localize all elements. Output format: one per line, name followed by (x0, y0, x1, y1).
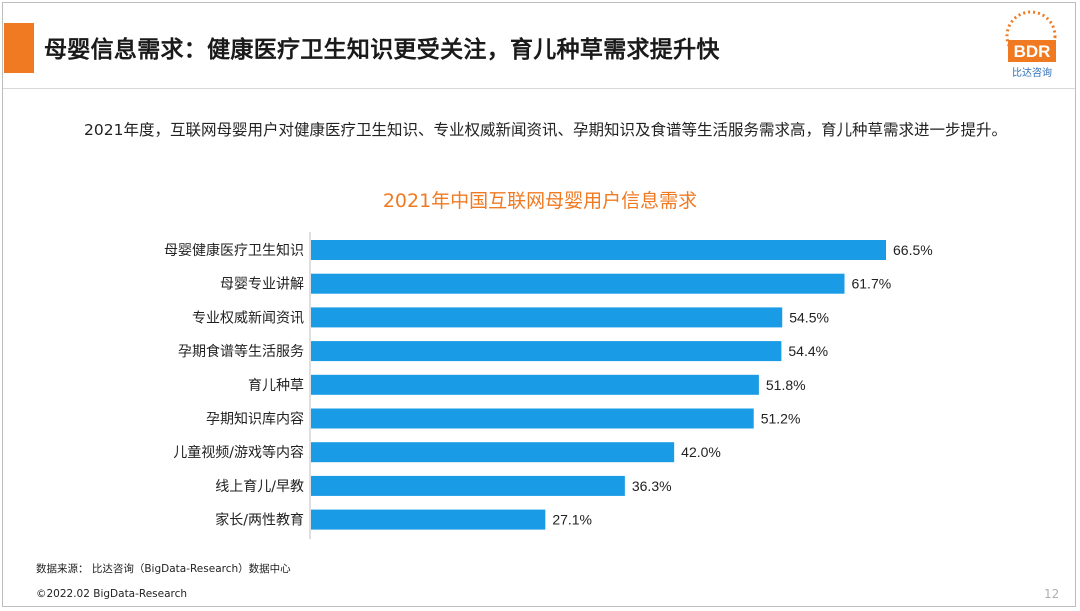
bar (311, 273, 845, 294)
logo-text: BDR (1014, 42, 1051, 61)
bar (311, 509, 546, 530)
logo-badge (1008, 40, 1056, 62)
logo-dot-ring (1005, 10, 1057, 62)
category-label: 孕期食谱等生活服务 (178, 343, 304, 360)
chart-title: 2021年中国互联网母婴用户信息需求 (382, 190, 698, 212)
bar (311, 341, 782, 362)
value-label: 42.0% (681, 444, 721, 460)
category-label: 母婴健康医疗卫生知识 (164, 242, 304, 259)
value-label: 27.1% (552, 512, 592, 528)
bar (311, 240, 886, 260)
category-label: 家长/两性教育 (215, 512, 304, 529)
category-label: 孕期知识库内容 (206, 411, 304, 428)
data-source-note: 数据来源： 比达咨询（BigData-Research）数据中心 (36, 563, 291, 575)
bdr-logo: BDR 比达咨询 (996, 10, 1066, 82)
value-label: 61.7% (851, 276, 891, 292)
bar (311, 307, 783, 328)
category-label: 母婴专业讲解 (220, 277, 304, 293)
header-divider (3, 88, 1075, 89)
value-label: 66.5% (893, 242, 933, 258)
title-accent-bar (4, 23, 34, 73)
intro-paragraph: 2021年度，互联网母婴用户对健康医疗卫生知识、专业权威新闻资讯、孕期知识及食谱… (84, 121, 1007, 139)
bar (311, 408, 754, 429)
bar (311, 374, 759, 395)
logo-subtitle: 比达咨询 (1012, 66, 1052, 79)
slide-title: 母婴信息需求：健康医疗卫生知识更受关注，育儿种草需求提升快 (44, 37, 720, 63)
page-number: 12 (1044, 587, 1060, 601)
value-label: 54.4% (788, 343, 828, 359)
bar-chart: 母婴健康医疗卫生知识 66.5% 母婴专业讲解 61.7% 专业权威新闻资讯 54.5% 孕… (164, 232, 933, 540)
bar (311, 442, 675, 463)
category-label: 线上育儿/早教 (215, 479, 304, 495)
category-label: 育儿种草 (248, 378, 304, 394)
category-label: 专业权威新闻资讯 (192, 310, 304, 326)
category-label: 儿童视频/游戏等内容 (173, 444, 304, 461)
value-label: 51.8% (766, 377, 806, 393)
value-label: 36.3% (632, 478, 672, 494)
value-label: 51.2% (761, 411, 801, 427)
copyright-note: ©2022.02 BigData-Research (36, 588, 188, 600)
bar (311, 475, 625, 496)
value-label: 54.5% (789, 309, 829, 325)
